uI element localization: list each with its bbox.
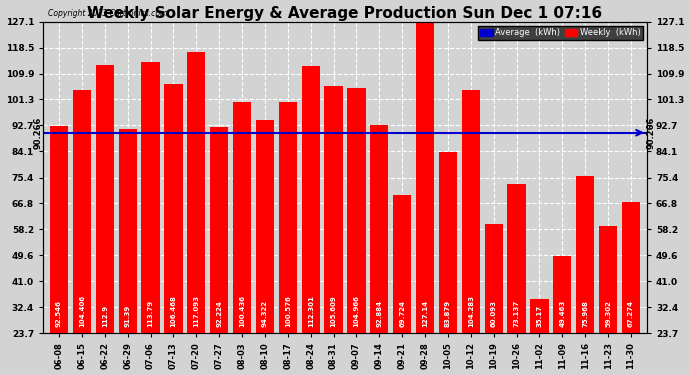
Text: 104.966: 104.966	[353, 296, 359, 327]
Bar	[119, 129, 137, 333]
Text: 91.39: 91.39	[125, 305, 130, 327]
Text: 92.546: 92.546	[56, 300, 62, 327]
Bar	[347, 88, 366, 333]
Text: 92.884: 92.884	[376, 300, 382, 327]
Legend: Average  (kWh), Weekly  (kWh): Average (kWh), Weekly (kWh)	[478, 26, 643, 40]
Text: 67.274: 67.274	[628, 300, 634, 327]
Bar	[96, 64, 114, 333]
Text: 117.093: 117.093	[193, 295, 199, 327]
Text: 35.17: 35.17	[536, 305, 542, 327]
Bar	[210, 127, 228, 333]
Text: 90.266: 90.266	[34, 117, 43, 149]
Bar	[622, 202, 640, 333]
Bar	[484, 224, 503, 333]
Text: 106.468: 106.468	[170, 296, 177, 327]
Bar	[507, 184, 526, 333]
Bar	[256, 120, 274, 333]
Bar	[73, 90, 91, 333]
Text: 105.609: 105.609	[331, 296, 337, 327]
Bar	[393, 195, 411, 333]
Text: 59.302: 59.302	[605, 300, 611, 327]
Bar	[164, 84, 183, 333]
Text: 69.724: 69.724	[400, 300, 405, 327]
Bar	[279, 102, 297, 333]
Bar	[553, 256, 571, 333]
Text: 112.301: 112.301	[308, 296, 314, 327]
Bar	[233, 102, 251, 333]
Bar	[599, 226, 617, 333]
Text: 49.463: 49.463	[560, 300, 565, 327]
Text: 75.968: 75.968	[582, 300, 588, 327]
Text: 112.9: 112.9	[102, 305, 108, 327]
Bar	[187, 52, 206, 333]
Text: 73.137: 73.137	[513, 300, 520, 327]
Bar	[462, 90, 480, 333]
Bar	[531, 299, 549, 333]
Bar	[141, 62, 159, 333]
Text: 100.576: 100.576	[285, 296, 290, 327]
Text: Copyright 2013 Cartronics.com: Copyright 2013 Cartronics.com	[48, 9, 167, 18]
Bar	[576, 176, 594, 333]
Text: 127.14: 127.14	[422, 300, 428, 327]
Text: 94.322: 94.322	[262, 300, 268, 327]
Text: 113.79: 113.79	[148, 300, 154, 327]
Text: 92.224: 92.224	[216, 300, 222, 327]
Bar	[324, 87, 343, 333]
Bar	[50, 126, 68, 333]
Text: 104.283: 104.283	[468, 295, 474, 327]
Bar	[439, 152, 457, 333]
Title: Weekly Solar Energy & Average Production Sun Dec 1 07:16: Weekly Solar Energy & Average Production…	[88, 6, 602, 21]
Text: 83.879: 83.879	[445, 300, 451, 327]
Text: 60.093: 60.093	[491, 300, 497, 327]
Bar	[302, 66, 320, 333]
Bar	[416, 22, 434, 333]
Text: 104.406: 104.406	[79, 295, 85, 327]
Bar	[370, 125, 388, 333]
Text: 90.266: 90.266	[647, 117, 656, 149]
Text: 100.436: 100.436	[239, 295, 245, 327]
